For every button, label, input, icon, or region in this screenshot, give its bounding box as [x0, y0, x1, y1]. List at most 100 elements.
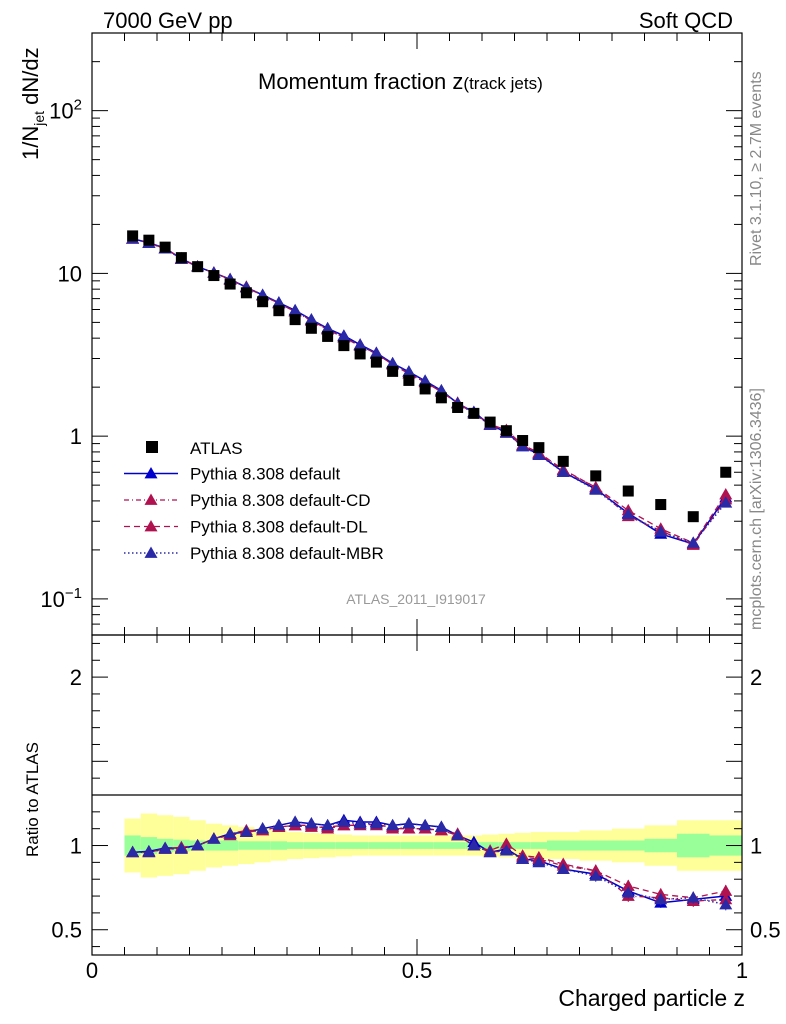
ratio-series-marker [499, 844, 513, 856]
process-label: Soft QCD [639, 8, 733, 33]
ratio-series-marker [369, 817, 383, 829]
ratio-y-tick-label: 0.5 [51, 918, 82, 943]
main-y-tick-label: 1 [70, 424, 82, 449]
main-series-marker [288, 303, 302, 316]
ratio-series-marker [483, 845, 497, 858]
main-y-tick-label-exponent: −1 [65, 585, 82, 602]
legend-swatch-marker [144, 520, 158, 532]
atlas-data-point [192, 261, 204, 273]
x-tick-label: 0 [86, 958, 98, 983]
ratio-series-marker [353, 817, 367, 829]
main-series-marker [321, 321, 335, 334]
atlas-data-point [175, 252, 187, 264]
legend-swatch-marker [144, 467, 158, 479]
ratio-series-marker [126, 845, 140, 858]
ratio-series-marker [142, 845, 156, 858]
stat-uncertainty-band [579, 840, 612, 851]
ratio-series-marker [589, 869, 603, 881]
main-y-tick-label: 10 [58, 261, 82, 286]
stat-uncertainty-band [205, 840, 222, 851]
main-y-tick-label-base: 1 [70, 424, 82, 449]
legend-label: Pythia 8.308 default-MBR [190, 544, 384, 563]
stat-uncertainty-band [270, 841, 287, 850]
stat-uncertainty-band [612, 840, 645, 851]
ratio-panel: 0.5 0.5 1 1 2 2 Ratio to ATLAS [23, 634, 781, 956]
ratio-series-marker [719, 884, 733, 896]
ratio-series-marker [467, 839, 481, 851]
atlas-data-point [387, 365, 399, 377]
atlas-data-point [622, 485, 634, 497]
ratio-series-marker [516, 852, 530, 864]
ratio-series-marker [158, 842, 172, 854]
x-axis-label: Charged particle z [558, 985, 745, 1011]
ratio-axis-label: Ratio to ATLAS [23, 742, 42, 857]
chart-title-main: Momentum fraction z [258, 69, 463, 94]
atlas-data-point [500, 425, 512, 437]
x-tick-label: 0.5 [402, 958, 433, 983]
stat-uncertainty-band [368, 842, 385, 849]
stat-uncertainty-band [303, 842, 320, 849]
main-series-marker [272, 296, 286, 308]
atlas-data-point [655, 499, 667, 511]
legend-label: Pythia 8.308 default-DL [190, 518, 368, 537]
atlas-data-point [127, 230, 139, 242]
atlas-data-point [159, 241, 171, 253]
main-series-marker [654, 525, 668, 537]
main-series-marker [719, 487, 733, 500]
energy-label: 7000 GeV pp [103, 8, 233, 33]
atlas-data-point [208, 270, 220, 282]
atlas-data-point [435, 392, 447, 404]
ratio-series-marker [532, 855, 546, 868]
ratio-series-marker [223, 827, 237, 839]
stat-uncertainty-band [547, 840, 580, 851]
stat-uncertainty-band [709, 835, 742, 856]
main-series-marker [369, 346, 383, 359]
ratio-series-marker [719, 897, 733, 910]
ratio-series-marker [654, 892, 668, 905]
ratio-series-marker [386, 818, 400, 831]
legend: ATLAS Pythia 8.308 default Pythia 8.308 de… [124, 439, 384, 563]
atlas-data-point [720, 466, 732, 478]
ratio-series-marker [174, 842, 188, 854]
ratio-series-marker [621, 886, 635, 898]
stat-uncertainty-band [238, 841, 255, 850]
stat-uncertainty-band [352, 842, 369, 849]
ratio-ticks: 0.5 0.5 1 1 2 2 [51, 642, 781, 948]
chart-title-sub: (track jets) [463, 74, 542, 93]
atlas-data-point [354, 348, 366, 360]
atlas-data-point [273, 305, 285, 317]
atlas-data-point [240, 287, 252, 299]
main-series-marker [402, 365, 416, 377]
main-series-marker [686, 536, 700, 548]
y-axis-label-tail: dN/dz [18, 47, 43, 111]
stat-uncertainty-band [124, 835, 141, 856]
atlas-data-point [338, 340, 350, 352]
chart-title: Momentum fraction z(track jets) [258, 69, 543, 94]
atlas-data-point [305, 322, 317, 334]
stat-uncertainty-band [400, 842, 417, 849]
main-series-marker [589, 483, 603, 495]
legend-label-atlas: ATLAS [190, 439, 243, 458]
ratio-series-marker [288, 815, 302, 827]
atlas-data-point [468, 407, 480, 419]
y-axis-label-main: 1/N [18, 126, 43, 160]
legend-label: Pythia 8.308 default-CD [190, 491, 371, 510]
atlas-data-point [533, 442, 545, 454]
ratio-series-marker [207, 832, 221, 844]
ratio-series-marker [434, 820, 448, 832]
main-series-marker [532, 448, 546, 460]
ratio-series-marker [256, 822, 270, 834]
analysis-id: ATLAS_2011_I919017 [346, 591, 486, 607]
stat-uncertainty-band [222, 840, 239, 851]
stat-uncertainty-band [433, 842, 450, 849]
ratio-series-marker [418, 818, 432, 831]
stat-uncertainty-band [254, 841, 271, 850]
legend-swatch-marker [144, 493, 158, 505]
stat-uncertainty-band [449, 842, 466, 849]
ratio-series-marker [402, 817, 416, 829]
atlas-data-point [370, 356, 382, 368]
stat-uncertainty-band [287, 842, 304, 849]
